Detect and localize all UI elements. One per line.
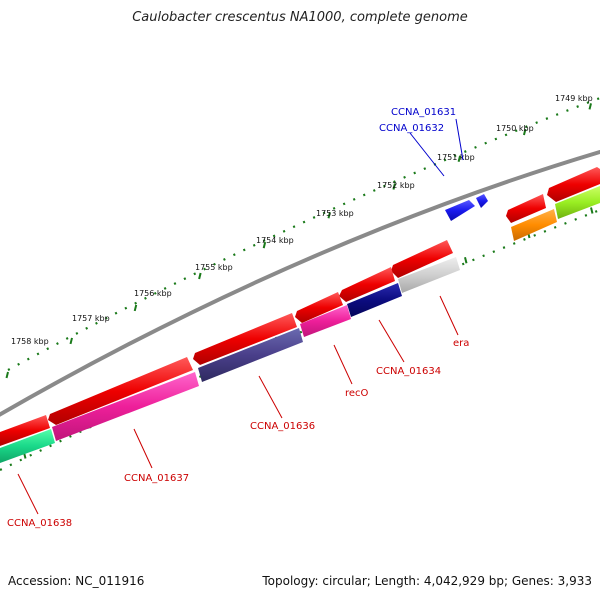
gene-row-inner <box>0 186 600 463</box>
tick-label-1752: 1752 kbp <box>377 181 415 190</box>
cds-era[interactable] <box>391 240 453 278</box>
tick-label-1751: 1751 kbp <box>437 153 475 162</box>
cds-right[interactable] <box>506 194 546 223</box>
gene-ccna-01637-feature[interactable] <box>52 372 199 441</box>
accession-text: Accession: NC_011916 <box>8 574 145 588</box>
tick-mark-1755 <box>198 272 202 280</box>
label-ccna-01631[interactable]: CCNA_01631 <box>391 107 456 118</box>
gene-ccna-01636-feature[interactable] <box>198 328 303 382</box>
label-ccna-01636[interactable]: CCNA_01636 <box>250 421 315 432</box>
cds-ccna-01638[interactable] <box>0 415 50 446</box>
gene-ccna-01631-feature[interactable] <box>476 194 488 208</box>
gene-lime[interactable] <box>555 186 600 219</box>
scale-ticks <box>5 103 592 379</box>
label-reco[interactable]: recO <box>345 388 369 399</box>
leader-ccna-01634 <box>378 319 405 363</box>
tick-label-1754: 1754 kbp <box>256 236 294 245</box>
tick-mark-1752 <box>392 183 396 190</box>
inner-tick-mark <box>590 207 594 214</box>
tick-label-1749: 1749 kbp <box>555 94 593 103</box>
genome-backbone <box>0 149 600 417</box>
label-ccna-01632[interactable]: CCNA_01632 <box>379 123 444 134</box>
inner-tick-mark <box>464 257 468 264</box>
gene-reco-feature[interactable] <box>300 305 351 337</box>
label-ccna-01634[interactable]: CCNA_01634 <box>376 366 441 377</box>
gene-orange[interactable] <box>511 209 557 241</box>
forward-features <box>445 194 488 221</box>
leader-reco <box>333 344 353 385</box>
label-ccna-01637[interactable]: CCNA_01637 <box>124 473 189 484</box>
tick-mark-1757 <box>69 337 73 345</box>
genome-summary: Topology: circular; Length: 4,042,929 bp… <box>262 574 592 588</box>
cds-reco[interactable] <box>295 292 343 323</box>
label-ccna-01638[interactable]: CCNA_01638 <box>7 518 72 529</box>
label-leaders <box>17 118 464 515</box>
cds-ccna-01634[interactable] <box>339 267 395 302</box>
gene-ccna-01632-feature[interactable] <box>445 200 475 221</box>
tick-label-1757: 1757 kbp <box>72 314 110 323</box>
gene-ccna-01638-feature[interactable] <box>0 429 55 463</box>
cds-row-outer <box>0 167 600 446</box>
cds-ccna-01637[interactable] <box>48 357 193 425</box>
tick-label-1758: 1758 kbp <box>11 337 49 346</box>
tick-label-1753: 1753 kbp <box>316 209 354 218</box>
tick-mark-1753 <box>327 212 331 219</box>
tick-mark-1751 <box>457 155 462 162</box>
leader-ccna-01638 <box>17 473 39 515</box>
map-title: Caulobacter crescentus NA1000, complete … <box>132 10 468 25</box>
leader-ccna-01636 <box>258 375 283 419</box>
cds-ccna-01636[interactable] <box>193 313 297 365</box>
tick-mark-1749 <box>588 103 592 110</box>
leader-ccna-01631 <box>455 118 464 161</box>
tick-mark-1750 <box>522 128 527 136</box>
tick-label-1756: 1756 kbp <box>134 289 172 298</box>
scale-tick-labels: 1749 kbp 1750 kbp 1751 kbp 1752 kbp 1753… <box>11 94 593 346</box>
tick-mark-1756 <box>133 304 138 312</box>
scale-dots <box>7 96 600 371</box>
tick-label-1750: 1750 kbp <box>496 124 534 133</box>
leader-ccna-01632 <box>409 132 445 177</box>
gene-labels: CCNA_01631 CCNA_01632 era CCNA_01634 rec… <box>7 107 469 529</box>
tick-mark-1758 <box>5 371 9 379</box>
tick-label-1755: 1755 kbp <box>195 263 233 272</box>
leader-ccna-01637 <box>133 428 153 469</box>
gene-ccna-01634-feature[interactable] <box>347 283 402 317</box>
label-era[interactable]: era <box>453 338 469 349</box>
leader-era <box>439 295 459 336</box>
cds-far-right[interactable] <box>547 167 600 202</box>
gene-era-feature[interactable] <box>398 257 460 293</box>
tick-mark-1754 <box>262 241 267 249</box>
